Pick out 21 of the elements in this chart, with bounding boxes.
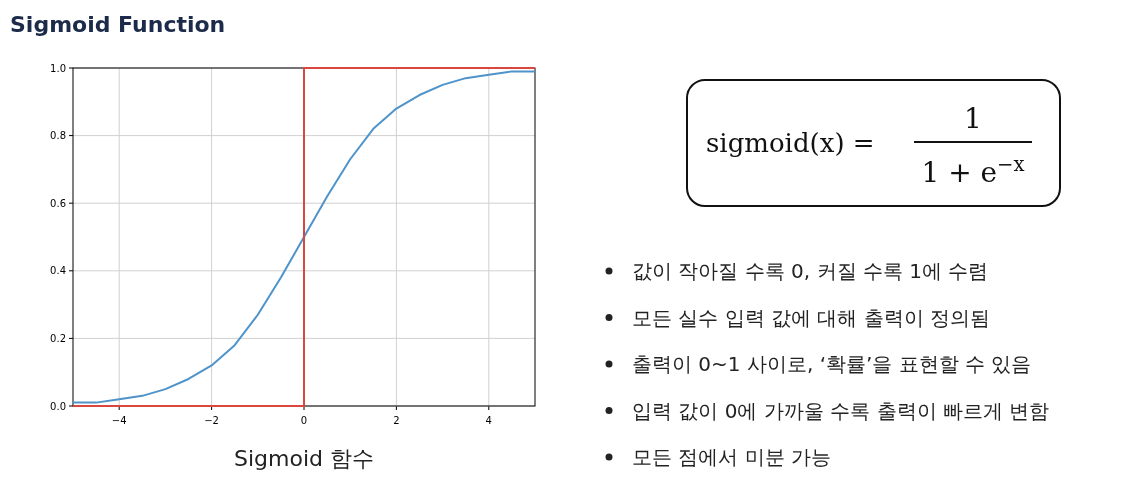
y-tick-label: 0.2	[50, 332, 66, 344]
y-tick-label: 0.4	[50, 265, 66, 277]
text: 입력 값이 0에 가까울 수록 출력이 빠르게 변함	[632, 398, 1050, 423]
x-axis-title: Sigmoid 함수	[233, 446, 375, 471]
chart-title: Sigmoid Function	[10, 12, 226, 37]
x-tick-label: 0	[300, 415, 308, 426]
y-tick-label: 0.0	[50, 400, 66, 412]
text: 모든 점에서 미분 가능	[632, 445, 832, 469]
text: sigmoid(x) =	[706, 128, 875, 158]
text: 값이 작아질 수록 0, 커질 수록 1에 수렴	[632, 259, 989, 283]
x-tick-label: 4	[485, 415, 492, 426]
x-tick-label: −2	[204, 415, 219, 426]
x-tick-label: 2	[393, 415, 400, 426]
y-tick-label: 0.8	[50, 130, 66, 142]
y-tick-label: 0.6	[50, 197, 66, 209]
text: 모든 실수 입력 값에 대해 출력이 정의됨	[632, 305, 991, 330]
text: 출력이 0~1 사이로, ‘확률’을 표현할 수 있음	[632, 352, 1032, 376]
text: 1 + e$^{−x}$	[921, 152, 1025, 189]
x-tick-label: −4	[111, 415, 127, 426]
y-tick-label: 1.0	[50, 62, 66, 74]
text: 1	[964, 102, 982, 135]
